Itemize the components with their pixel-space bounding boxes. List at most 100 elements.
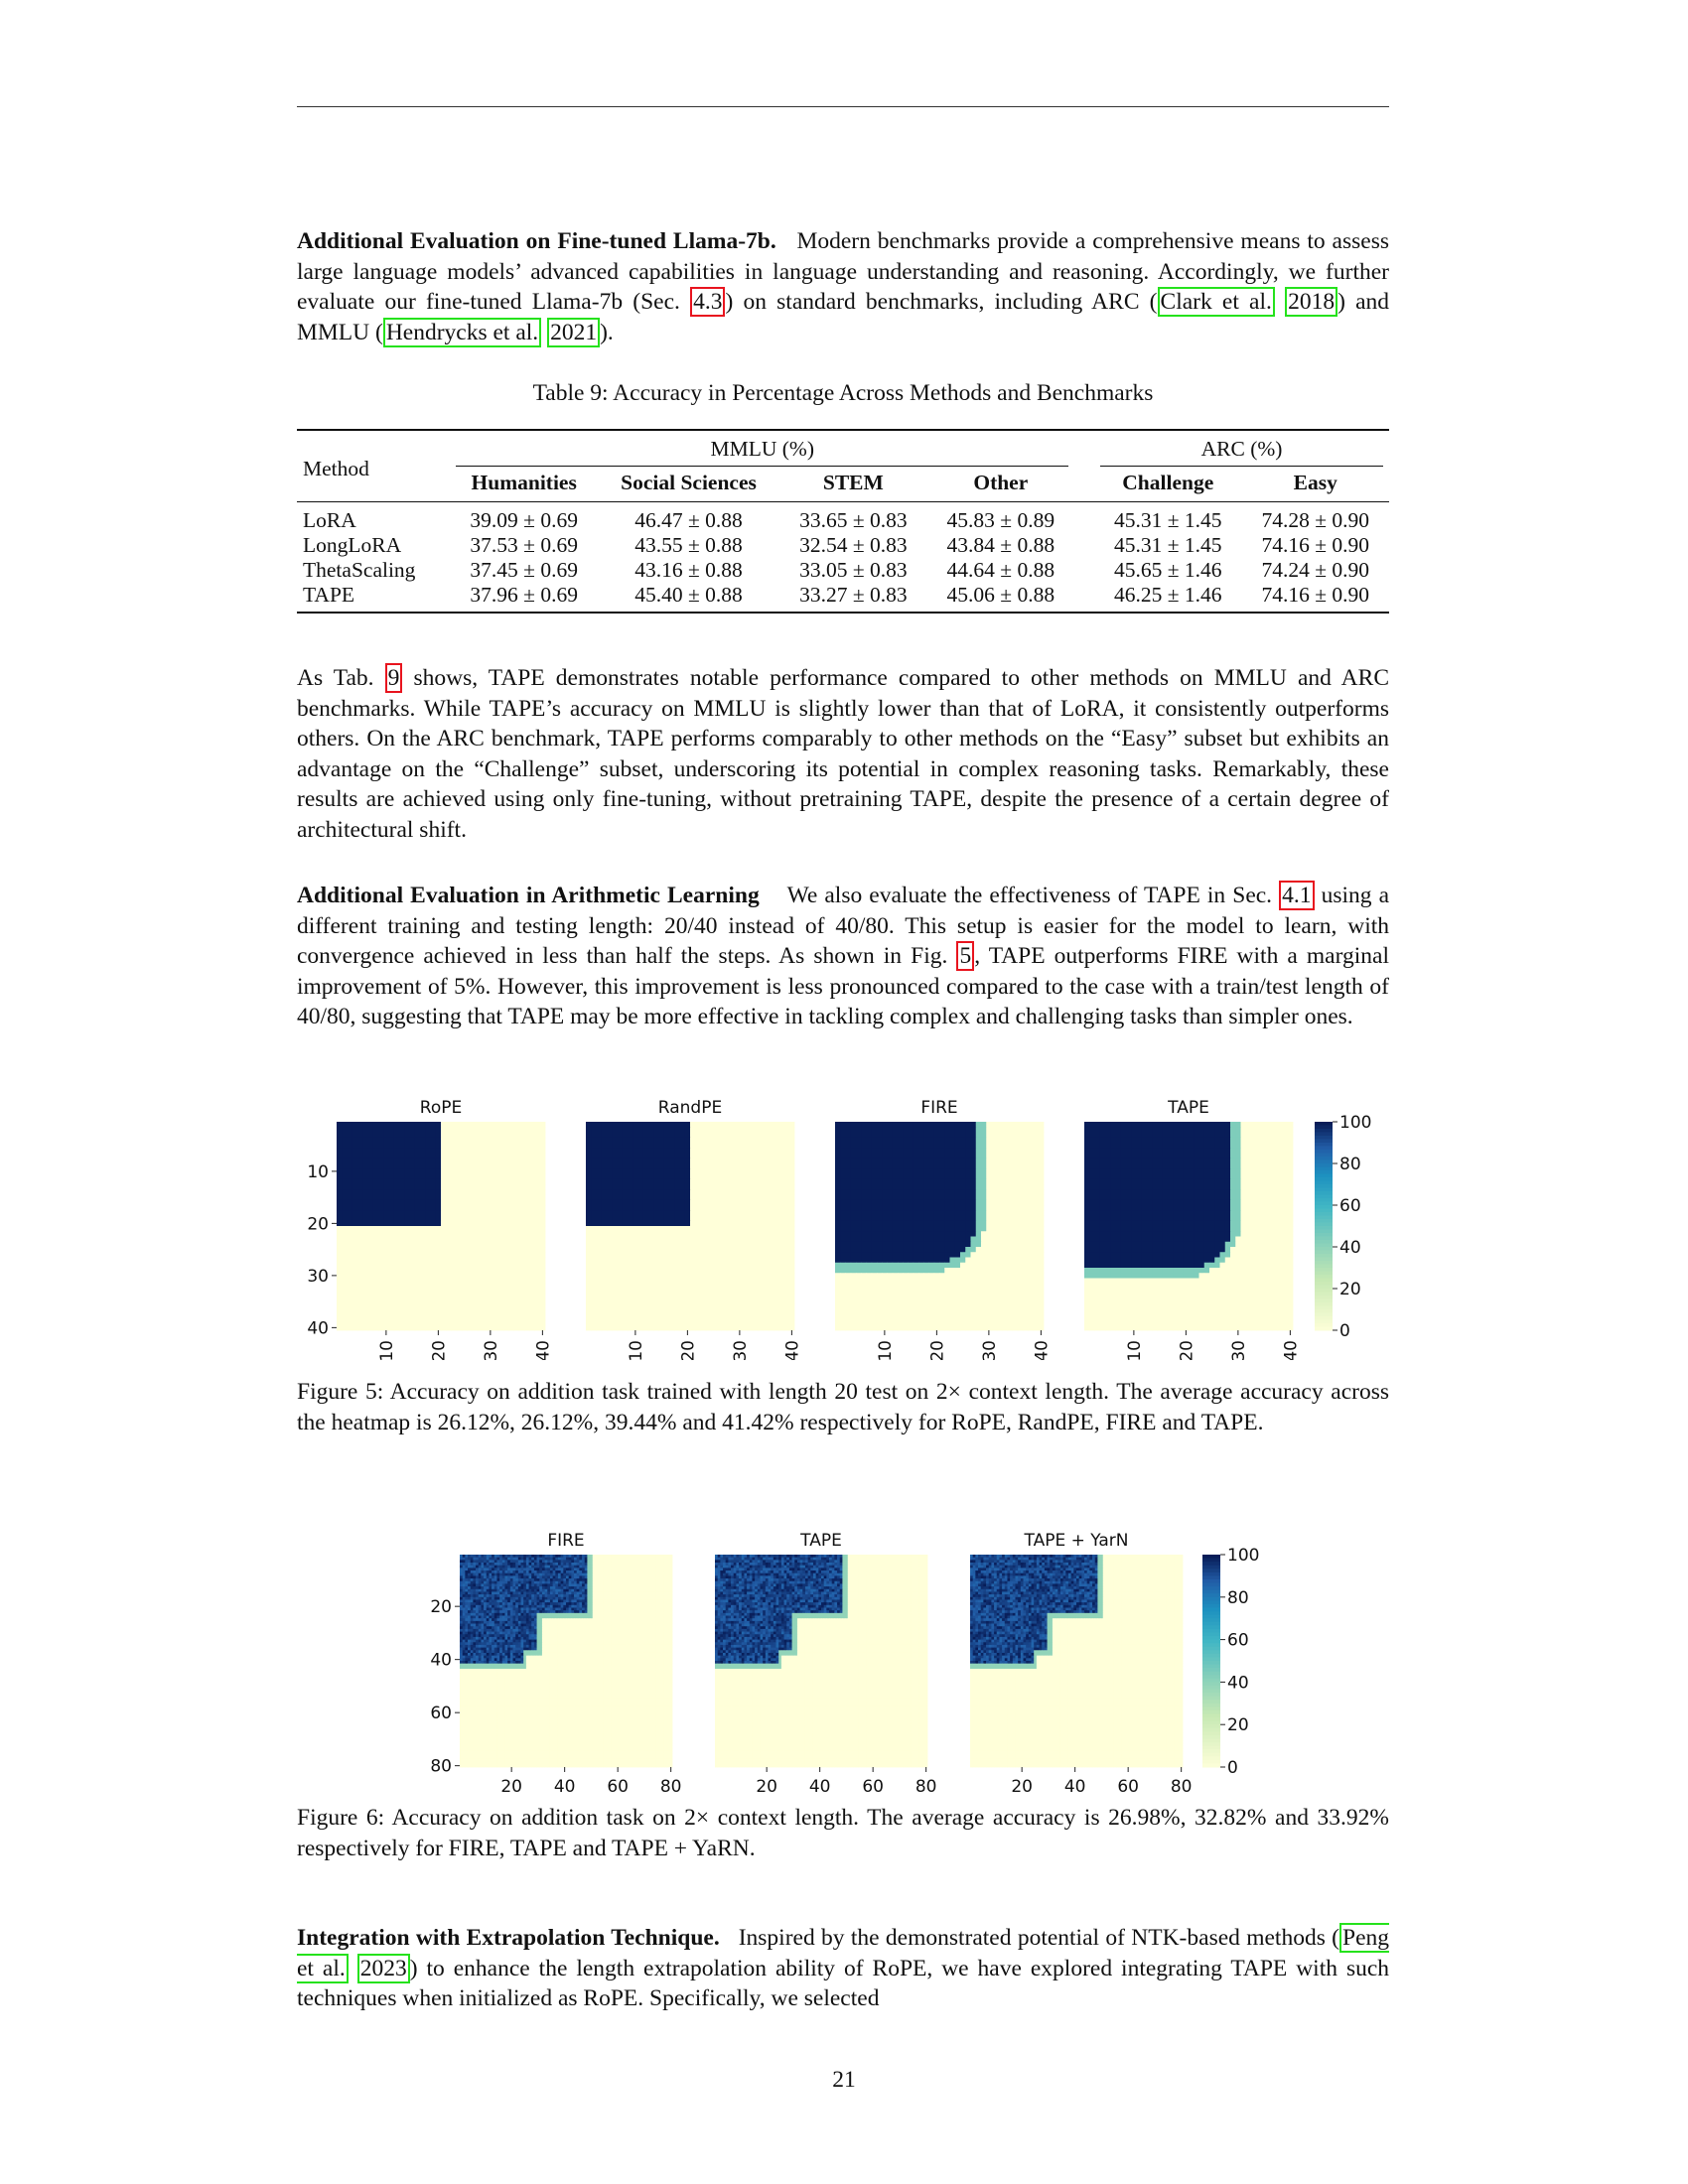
heatmap-cell bbox=[705, 1231, 712, 1237]
heatmap-cell bbox=[965, 1153, 971, 1160]
heatmap-cell bbox=[357, 1148, 363, 1154]
heatmap-cell bbox=[601, 1241, 608, 1248]
heatmap-cell bbox=[518, 1314, 525, 1320]
heatmap-cell bbox=[965, 1294, 971, 1299]
heatmap-cell bbox=[939, 1163, 945, 1169]
heatmap-cell bbox=[352, 1268, 358, 1274]
heatmap-cell bbox=[892, 1236, 899, 1243]
heatmap-cell bbox=[513, 1319, 520, 1326]
heatmap-cell bbox=[524, 1268, 530, 1274]
heatmap-cell bbox=[497, 1314, 504, 1320]
heatmap-cell bbox=[861, 1268, 867, 1274]
heatmap-cell bbox=[783, 1199, 790, 1206]
heatmap-cell bbox=[393, 1268, 400, 1274]
heatmap-cell bbox=[669, 1231, 675, 1237]
heatmap-cell bbox=[861, 1314, 867, 1320]
heatmap-cell bbox=[758, 1309, 764, 1315]
heatmap-cell bbox=[462, 1168, 468, 1174]
heatmap-cell bbox=[508, 1127, 514, 1133]
heatmap-cell bbox=[393, 1289, 400, 1295]
heatmap-cell bbox=[347, 1122, 353, 1128]
heatmap-cell bbox=[347, 1278, 353, 1285]
heatmap-cell bbox=[877, 1231, 883, 1237]
heatmap-cell bbox=[534, 1241, 541, 1248]
figure-link[interactable]: 5 bbox=[956, 941, 975, 971]
heatmap-cell bbox=[337, 1241, 343, 1248]
heatmap-cell bbox=[965, 1324, 971, 1331]
heatmap-cell bbox=[684, 1137, 691, 1144]
heatmap-cell bbox=[866, 1143, 873, 1149]
section-link[interactable]: 4.1 bbox=[1279, 881, 1315, 910]
heatmap-cell bbox=[954, 1247, 961, 1253]
heatmap-cell bbox=[840, 1247, 846, 1253]
heatmap-cell bbox=[913, 1289, 919, 1295]
heatmap-cell bbox=[1007, 1241, 1013, 1248]
heatmap-cell bbox=[877, 1241, 883, 1248]
heatmap-cell bbox=[960, 1148, 966, 1154]
heatmap-cell bbox=[586, 1205, 592, 1211]
heatmap-cell bbox=[357, 1252, 363, 1258]
heatmap-cell bbox=[732, 1283, 738, 1290]
heatmap-cell bbox=[524, 1257, 530, 1264]
heatmap-cell bbox=[944, 1184, 950, 1190]
heatmap-cell bbox=[986, 1132, 992, 1139]
heatmap-cell bbox=[367, 1122, 374, 1128]
heatmap-cell bbox=[342, 1122, 348, 1128]
heatmap-cell bbox=[986, 1158, 992, 1164]
heatmap-cell bbox=[716, 1158, 722, 1164]
heatmap-cell bbox=[965, 1257, 971, 1264]
citation-link[interactable]: Clark et al. bbox=[1157, 287, 1275, 317]
heatmap-cell bbox=[456, 1205, 463, 1211]
heatmap-cell bbox=[612, 1226, 618, 1232]
section-link[interactable]: 4.3 bbox=[690, 287, 726, 317]
heatmap-cell bbox=[601, 1236, 608, 1243]
heatmap-cell bbox=[856, 1148, 862, 1154]
heatmap-cell bbox=[747, 1314, 754, 1320]
heatmap-cell bbox=[372, 1122, 379, 1128]
heatmap-cell bbox=[503, 1143, 509, 1149]
heatmap-cell bbox=[700, 1241, 707, 1248]
heatmap-cell bbox=[1012, 1205, 1019, 1211]
heatmap-cell bbox=[721, 1314, 728, 1320]
heatmap-cell bbox=[483, 1231, 489, 1237]
heatmap-cell bbox=[986, 1127, 992, 1133]
heatmap-cell bbox=[637, 1241, 644, 1248]
table-link[interactable]: 9 bbox=[384, 663, 403, 693]
heatmap-cell bbox=[1038, 1220, 1045, 1227]
citation-year-link[interactable]: 2021 bbox=[547, 317, 601, 347]
heatmap-cell bbox=[483, 1236, 489, 1243]
heatmap-cell bbox=[393, 1158, 400, 1164]
citation-link[interactable]: Hendrycks et al. bbox=[382, 317, 542, 347]
heatmap-cell bbox=[488, 1294, 493, 1299]
heatmap-cell bbox=[908, 1314, 914, 1320]
heatmap-cell bbox=[420, 1163, 426, 1169]
heatmap-cell bbox=[524, 1303, 530, 1310]
heatmap-cell bbox=[622, 1199, 629, 1206]
heatmap-cell bbox=[981, 1319, 987, 1326]
heatmap-cell bbox=[596, 1143, 603, 1149]
heatmap-cell bbox=[477, 1247, 484, 1253]
heatmap-cell bbox=[477, 1189, 484, 1195]
heatmap-cell bbox=[1012, 1231, 1019, 1237]
heatmap-cell bbox=[1017, 1283, 1024, 1290]
heatmap-cell bbox=[435, 1262, 442, 1269]
heatmap-cell bbox=[882, 1236, 888, 1243]
heatmap-cell bbox=[840, 1309, 846, 1315]
heatmap-cell bbox=[991, 1241, 998, 1248]
heatmap-cell bbox=[840, 1132, 846, 1139]
heatmap-cell bbox=[409, 1173, 416, 1180]
heatmap-cell bbox=[1126, 1122, 1132, 1128]
heatmap-cell bbox=[721, 1210, 728, 1216]
heatmap-cell bbox=[430, 1294, 437, 1299]
heatmap-cell bbox=[529, 1163, 535, 1169]
heatmap-cell bbox=[612, 1231, 618, 1237]
heatmap-cell bbox=[1017, 1173, 1024, 1180]
heatmap-cell bbox=[949, 1173, 956, 1180]
heatmap-cell bbox=[430, 1273, 437, 1279]
heatmap-cell bbox=[601, 1194, 608, 1201]
citation-year-link[interactable]: 2018 bbox=[1285, 287, 1338, 317]
heatmap-cell bbox=[596, 1220, 603, 1227]
heatmap-cell bbox=[596, 1303, 603, 1310]
heatmap-cell bbox=[508, 1143, 514, 1149]
heatmap-cell bbox=[503, 1158, 509, 1164]
